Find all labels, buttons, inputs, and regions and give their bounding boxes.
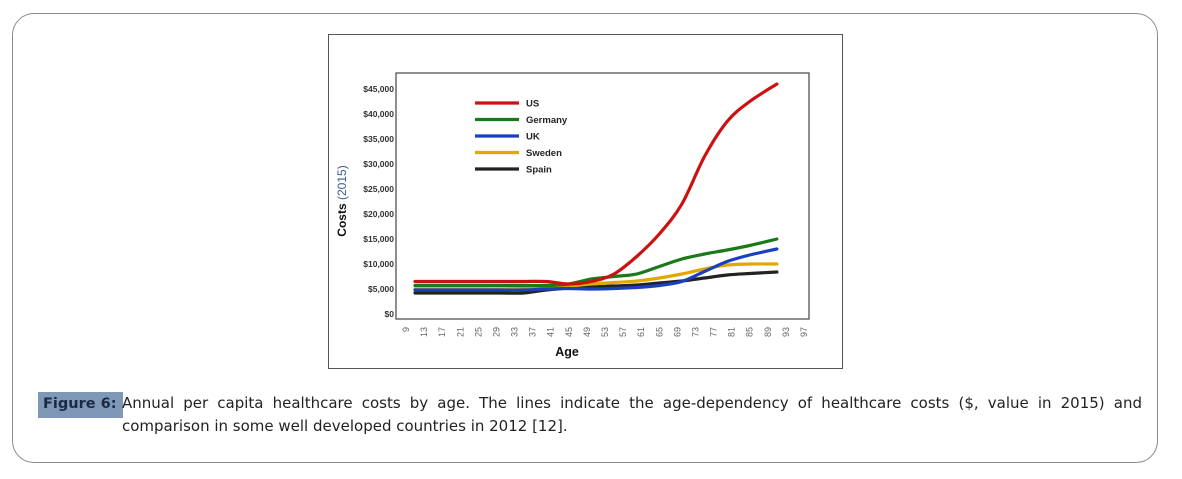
figure-label: Figure 6: — [38, 392, 123, 418]
y-tick-label: $45,000 — [363, 84, 394, 94]
x-tick-label: 85 — [745, 327, 755, 337]
x-tick-label: 41 — [546, 327, 556, 337]
legend-label-us: US — [526, 99, 539, 110]
figure-image-frame: $0 $5,000 $10,000 $15,000 $20,000 $25,000 $30,… — [328, 34, 843, 369]
legend-label-uk: UK — [526, 132, 540, 143]
y-tick-label: $5,000 — [368, 284, 394, 294]
caption-line-2: comparison in some well developed countr… — [122, 417, 568, 435]
x-tick-label: 29 — [491, 327, 501, 337]
x-tick-label: 33 — [510, 327, 520, 337]
legend-label-germany: Germany — [526, 115, 568, 126]
x-tick-label: 49 — [582, 327, 592, 337]
y-tick-label: $10,000 — [363, 259, 394, 269]
y-tick-label: $30,000 — [363, 159, 394, 169]
x-tick-label: 93 — [781, 327, 791, 337]
x-tick-label: 9 — [401, 327, 411, 332]
x-tick-label: 97 — [799, 327, 809, 337]
x-tick-label: 37 — [528, 327, 538, 337]
x-tick-label: 77 — [709, 327, 719, 337]
x-tick-label: 13 — [419, 327, 429, 337]
x-tick-label: 81 — [727, 327, 737, 337]
y-tick-label: $15,000 — [363, 234, 394, 244]
y-tick-label: $25,000 — [363, 184, 394, 194]
series-line-germany — [413, 237, 779, 288]
series-line-us — [413, 82, 779, 286]
caption-line-1: Annual per capita healthcare costs by ag… — [122, 394, 1142, 412]
series-line-spain — [413, 270, 779, 295]
y-tick-label: $20,000 — [363, 209, 394, 219]
y-axis-label: Costs (2015) — [335, 165, 349, 236]
x-tick-label: 61 — [636, 327, 646, 337]
x-tick-label: 45 — [564, 327, 574, 337]
x-tick-label: 53 — [600, 327, 610, 337]
y-tick-label: $40,000 — [363, 109, 394, 119]
y-tick-label: $0 — [385, 309, 395, 319]
x-tick-label: 65 — [654, 327, 664, 337]
legend-label-sweden: Sweden — [526, 148, 562, 159]
x-tick-label: 57 — [618, 327, 628, 337]
x-tick-label: 25 — [473, 327, 483, 337]
x-tick-label: 17 — [437, 327, 447, 337]
x-tick-label: 69 — [672, 327, 682, 337]
x-tick-label: 89 — [763, 327, 773, 337]
y-tick-label: $35,000 — [363, 134, 394, 144]
legend-label-spain: Spain — [526, 165, 552, 176]
x-axis-label: Age — [555, 345, 579, 359]
line-chart: $0 $5,000 $10,000 $15,000 $20,000 $25,000 $30,… — [335, 72, 810, 359]
x-tick-label: 73 — [690, 327, 700, 337]
x-tick-label: 21 — [455, 327, 465, 337]
series-line-uk — [413, 247, 779, 292]
